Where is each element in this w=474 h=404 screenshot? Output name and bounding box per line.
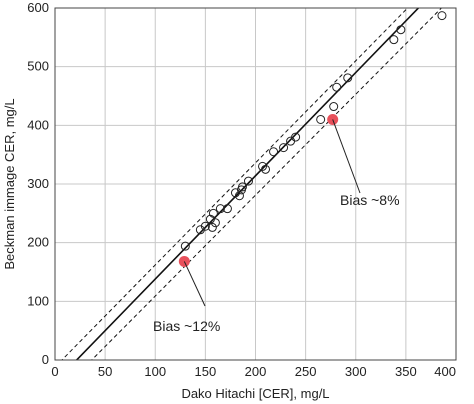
data-point	[316, 114, 326, 124]
data-point	[222, 204, 232, 214]
data-point	[208, 208, 218, 218]
x-tick-label: 200	[245, 364, 267, 379]
regression-line	[75, 8, 420, 360]
y-tick-label: 500	[27, 59, 49, 74]
x-tick-label: 50	[98, 364, 112, 379]
x-tick-label: 250	[295, 364, 317, 379]
x-tick-label: 400	[434, 364, 456, 379]
plot-frame	[54, 7, 457, 361]
data-point	[291, 132, 301, 142]
x-tick-label: 350	[395, 364, 417, 379]
data-point	[200, 221, 210, 231]
data-point	[343, 73, 353, 83]
y-tick-label: 600	[27, 0, 49, 15]
y-axis-label: Beckman immage CER, mg/L	[2, 98, 17, 269]
annotation-label: Bias ~12%	[153, 318, 220, 334]
data-point	[286, 136, 296, 146]
annotation-leader	[183, 261, 206, 307]
x-tick-label: 300	[345, 364, 367, 379]
data-point	[261, 164, 271, 174]
data-point	[236, 185, 246, 195]
data-point	[329, 102, 339, 112]
data-point	[396, 25, 406, 35]
data-point	[243, 176, 253, 186]
data-point	[207, 222, 217, 232]
y-tick-label: 300	[27, 176, 49, 191]
data-point	[215, 204, 225, 214]
annotation-label: Bias ~8%	[340, 192, 400, 208]
lower-line	[91, 8, 443, 360]
data-point	[437, 11, 447, 21]
data-point	[389, 35, 399, 45]
data-point	[210, 218, 220, 228]
data-point	[269, 147, 279, 157]
data-point	[180, 241, 190, 251]
x-axis-label: Dako Hitachi [CER], mg/L	[181, 386, 329, 401]
y-tick-label: 200	[27, 235, 49, 250]
data-points	[178, 11, 447, 267]
y-tick-label: 400	[27, 117, 49, 132]
x-tick-label: 0	[51, 364, 58, 379]
grid	[54, 7, 457, 361]
data-point	[332, 82, 342, 92]
tick-labels: 0 50 100 150 200 250 300 350 400 0 100 200 300 400 500…	[27, 0, 456, 379]
upper-line	[61, 8, 409, 360]
data-point	[279, 143, 289, 153]
annotation-leader	[332, 119, 361, 194]
data-point	[258, 161, 268, 171]
annotations: Bias ~8% Bias ~12%	[153, 119, 400, 334]
x-tick-label: 100	[144, 364, 166, 379]
x-tick-label: 150	[195, 364, 217, 379]
fit-lines	[61, 8, 443, 360]
data-point	[234, 191, 244, 201]
y-tick-label: 0	[42, 352, 49, 367]
y-tick-label: 100	[27, 293, 49, 308]
